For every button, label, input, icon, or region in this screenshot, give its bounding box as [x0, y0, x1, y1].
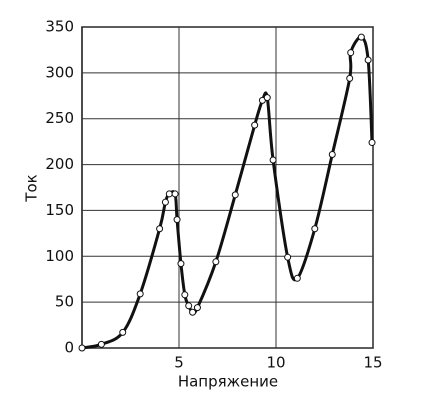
data-point	[173, 216, 181, 224]
data-point	[189, 308, 197, 316]
data-point	[212, 258, 220, 266]
y-tick-label: 250	[45, 109, 74, 127]
data-point	[165, 190, 173, 198]
data-point	[78, 344, 86, 352]
y-tick-label: 300	[45, 63, 74, 81]
data-point	[269, 156, 277, 164]
y-tick-label: 350	[45, 18, 74, 36]
data-point	[171, 190, 179, 198]
x-tick-label: 10	[266, 354, 285, 372]
y-tick-label: 150	[45, 201, 74, 219]
data-point	[185, 302, 193, 310]
data-point	[263, 94, 271, 102]
data-point	[284, 253, 292, 261]
x-tick-label: 15	[363, 354, 382, 372]
y-tick-label: 100	[45, 247, 74, 265]
data-point	[119, 328, 127, 336]
data-point	[193, 304, 201, 312]
data-point	[311, 225, 319, 233]
data-point	[364, 56, 372, 64]
data-point	[347, 49, 355, 57]
y-tick-label: 50	[55, 293, 74, 311]
y-tick-label: 0	[64, 339, 74, 357]
data-point	[177, 260, 185, 268]
data-point	[161, 198, 169, 206]
data-point	[328, 150, 336, 158]
data-point	[231, 191, 239, 199]
data-point	[293, 274, 301, 282]
data-point	[156, 225, 164, 233]
plot-frame	[81, 26, 374, 349]
data-point	[368, 139, 376, 147]
y-tick-label: 200	[45, 155, 74, 173]
y-axis-label: Ток	[23, 174, 41, 202]
x-tick-label: 5	[174, 354, 184, 372]
data-point	[181, 291, 189, 299]
data-point	[346, 74, 354, 82]
data-point	[357, 33, 365, 41]
x-axis-label: Напряжение	[178, 373, 278, 391]
data-point	[136, 290, 144, 298]
data-line	[81, 35, 374, 350]
data-point	[97, 340, 105, 348]
data-point	[251, 121, 259, 129]
